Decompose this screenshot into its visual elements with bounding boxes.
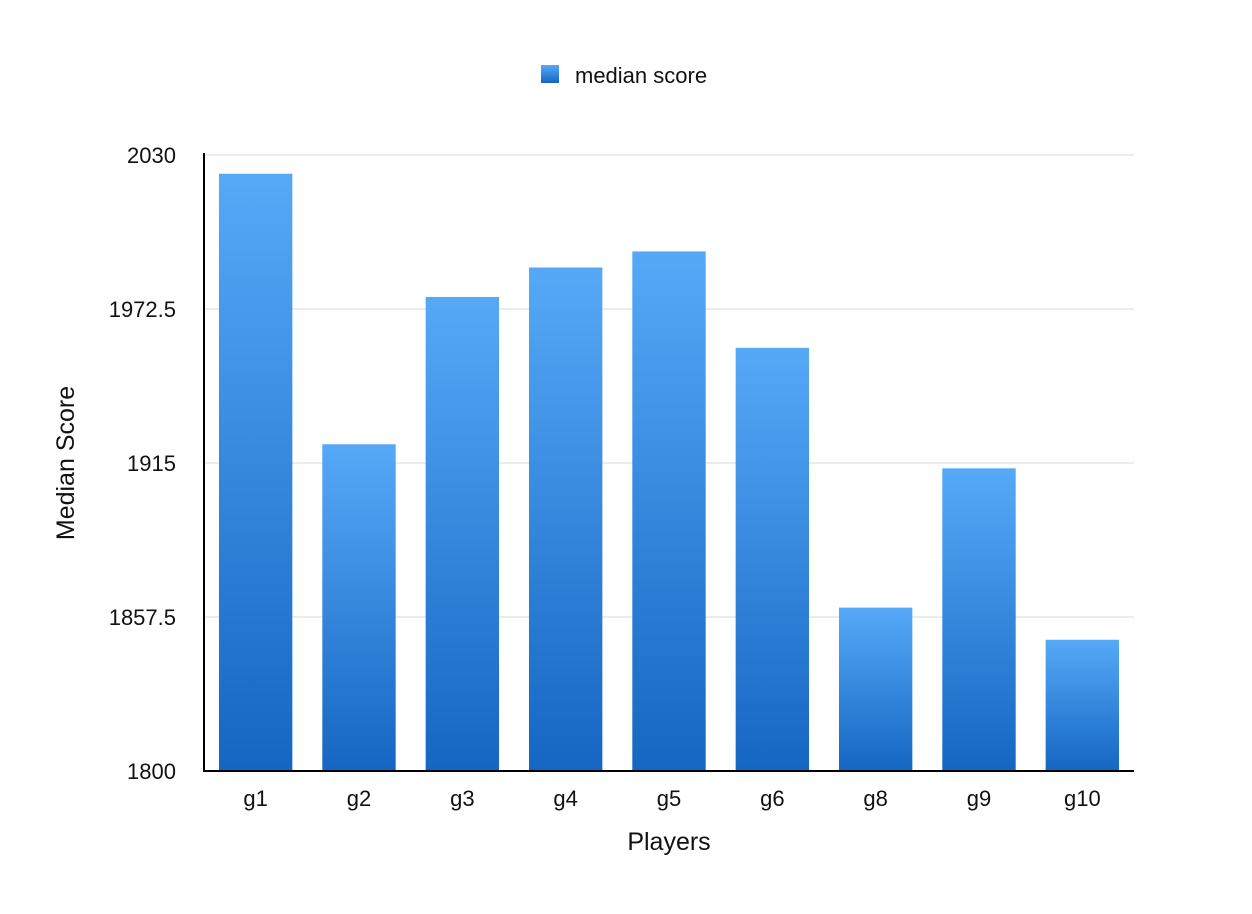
x-tick-label: g9: [967, 786, 991, 811]
x-tick-labels: g1 g2 g3 g4 g5 g6 g8 g9 g10: [243, 786, 1100, 811]
legend: median score: [541, 63, 707, 88]
legend-label: median score: [575, 63, 707, 88]
x-tick-label: g4: [553, 786, 577, 811]
x-tick-label: g5: [657, 786, 681, 811]
y-tick-label: 1915: [127, 451, 176, 476]
x-axis-title: Players: [627, 828, 710, 856]
y-tick-label: 1800: [127, 759, 176, 784]
legend-swatch: [541, 65, 559, 83]
bar-g1: [218, 173, 293, 772]
bar-g5: [632, 251, 706, 772]
bar-g3: [425, 296, 500, 771]
y-tick-labels: 1800 1857.5 1915 1972.5 2030: [109, 143, 176, 784]
bar-g4: [528, 267, 603, 771]
x-tick-label: g3: [450, 786, 474, 811]
bar-g8: [838, 607, 913, 771]
bar-g9: [942, 468, 1016, 771]
x-tick-label: g1: [243, 786, 267, 811]
bar-g10: [1045, 639, 1120, 771]
x-tick-label: g6: [760, 786, 784, 811]
x-tick-label: g10: [1064, 786, 1101, 811]
x-tick-label: g2: [347, 786, 371, 811]
y-axis-title: Median Score: [52, 386, 80, 540]
x-tick-label: g8: [863, 786, 887, 811]
bar-g6: [735, 347, 810, 771]
bar-g2: [322, 444, 396, 771]
bars: [218, 173, 1120, 772]
y-tick-label: 1972.5: [109, 297, 176, 322]
y-tick-label: 1857.5: [109, 605, 176, 630]
y-tick-label: 2030: [127, 143, 176, 168]
